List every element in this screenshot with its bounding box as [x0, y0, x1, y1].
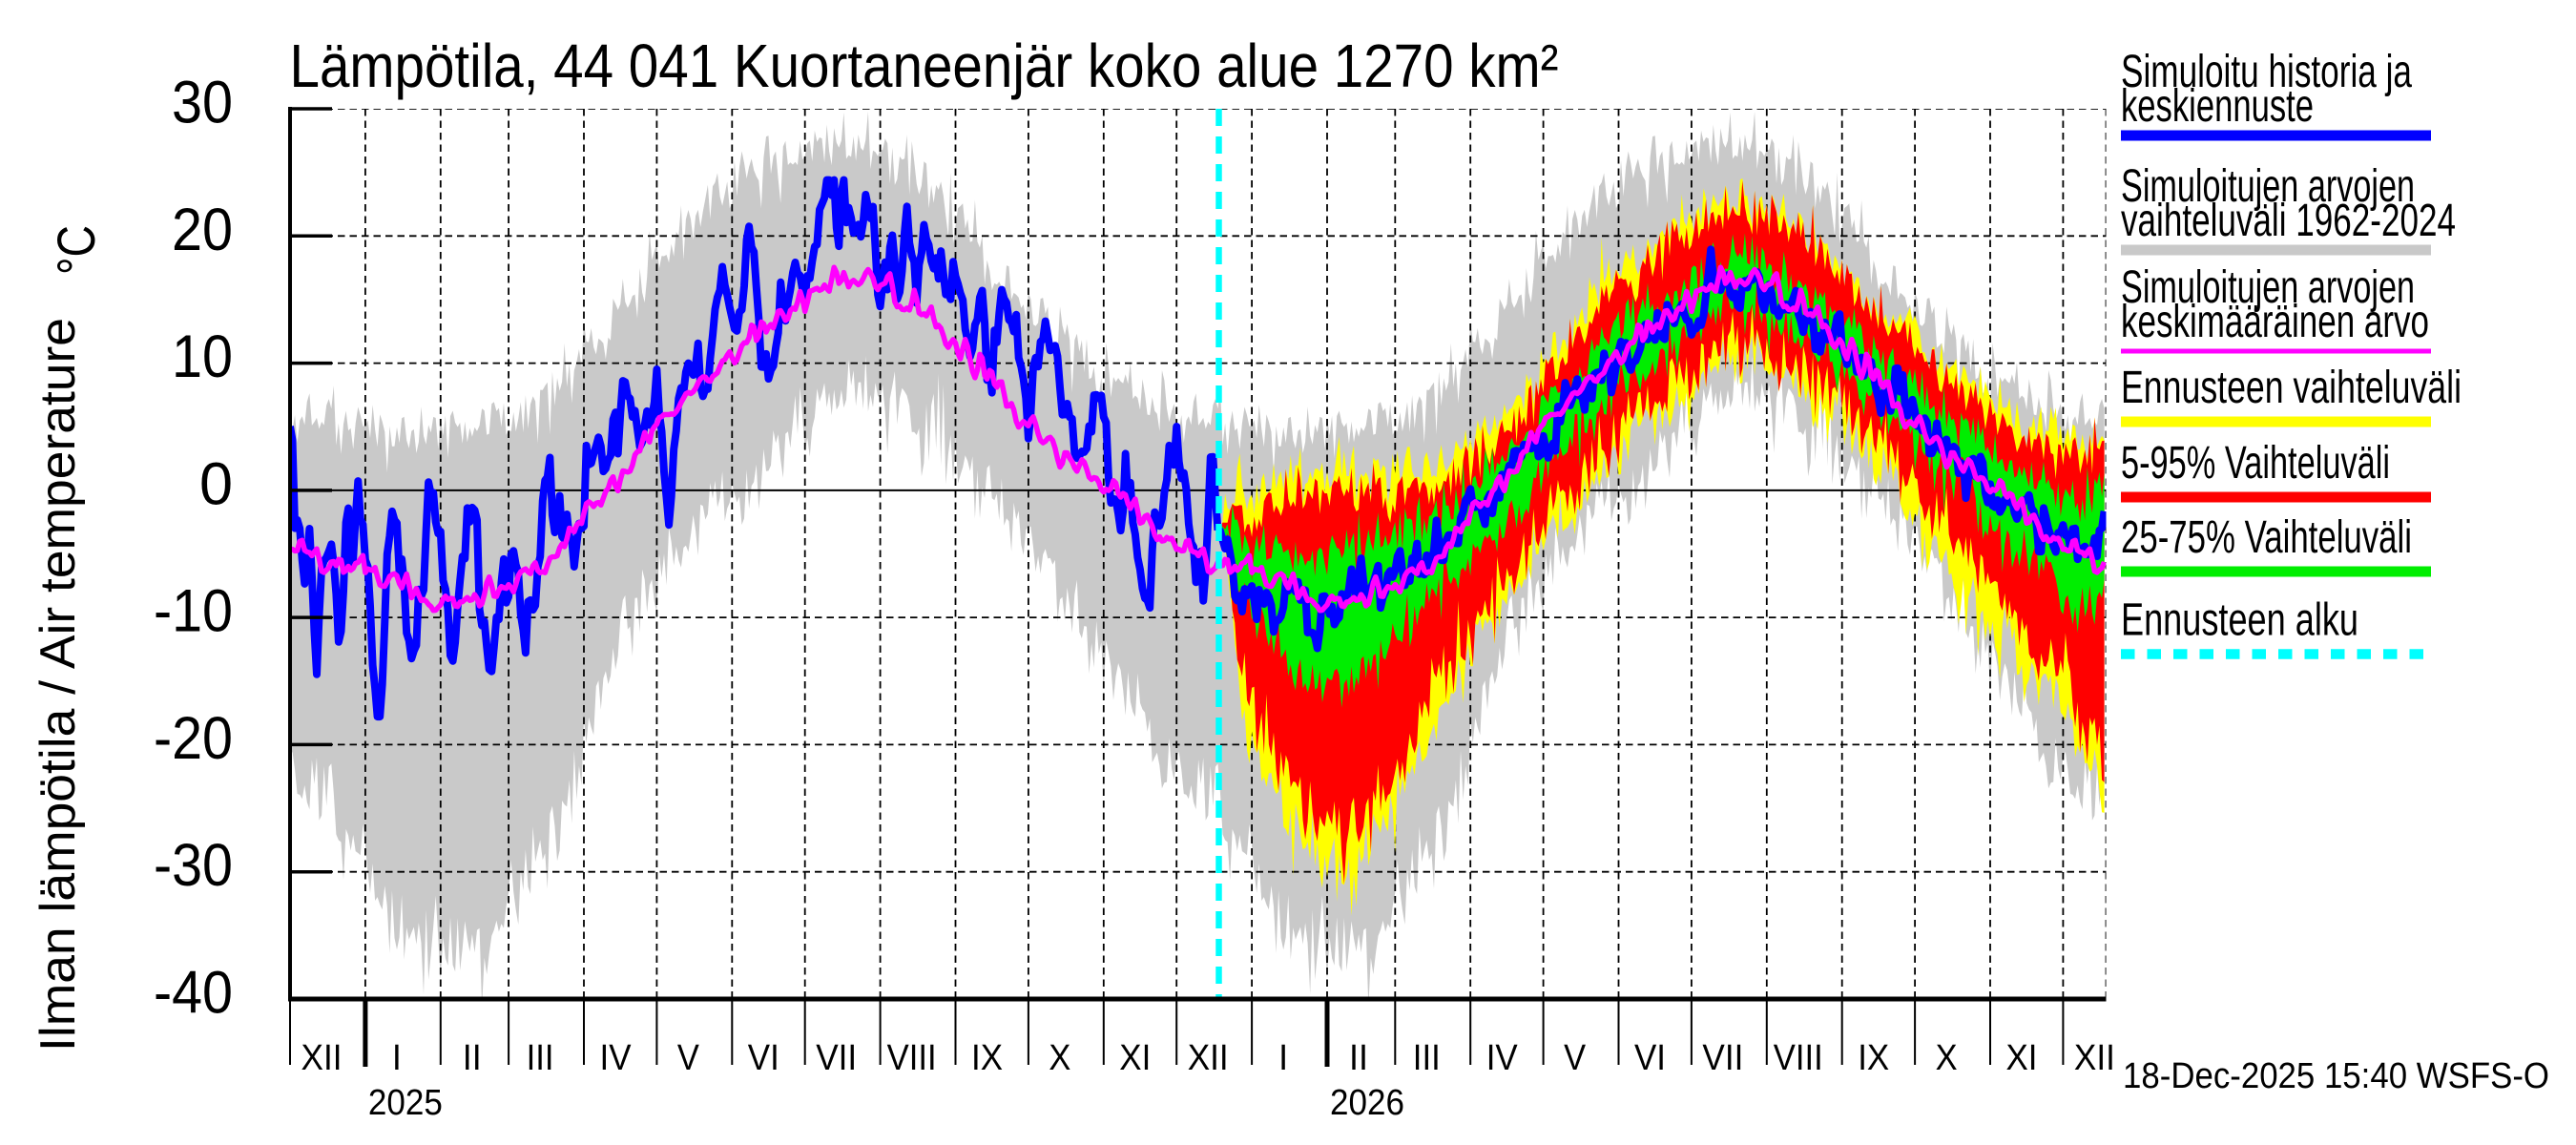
svg-text:-30: -30 [154, 832, 233, 899]
svg-text:Simuloitujen arvojen: Simuloitujen arvojen [2121, 161, 2415, 212]
svg-text:°C: °C [46, 225, 106, 275]
svg-text:2025: 2025 [368, 1083, 443, 1123]
svg-text:-20: -20 [154, 705, 233, 772]
svg-text:VII: VII [1702, 1038, 1743, 1078]
svg-text:XII: XII [301, 1038, 343, 1078]
svg-text:25-75% Vaihteluväli: 25-75% Vaihteluväli [2121, 512, 2412, 563]
svg-text:Ilman lämpötila / Air temperat: Ilman lämpötila / Air temperature [31, 318, 86, 1051]
svg-text:V: V [1564, 1038, 1587, 1078]
svg-text:Simuloitu historia ja: Simuloitu historia ja [2121, 47, 2412, 97]
svg-text:5-95% Vaihteluväli: 5-95% Vaihteluväli [2121, 438, 2390, 489]
svg-text:Ennusteen vaihteluväli: Ennusteen vaihteluväli [2121, 363, 2462, 413]
svg-text:XII: XII [2074, 1038, 2115, 1078]
svg-text:10: 10 [172, 323, 233, 390]
svg-text:keskimääräinen arvo: keskimääräinen arvo [2121, 297, 2429, 347]
svg-text:XII: XII [1188, 1038, 1229, 1078]
svg-text:2026: 2026 [1330, 1083, 1404, 1123]
svg-text:III: III [1413, 1038, 1441, 1078]
svg-text:V: V [677, 1038, 700, 1078]
svg-text:Ennusteen alku: Ennusteen alku [2121, 595, 2358, 646]
svg-text:IX: IX [971, 1038, 1003, 1078]
svg-text:XI: XI [1119, 1038, 1151, 1078]
svg-text:I: I [1278, 1038, 1288, 1078]
svg-text:IX: IX [1858, 1038, 1889, 1078]
svg-text:0: 0 [199, 450, 233, 517]
svg-text:Simuloitujen arvojen: Simuloitujen arvojen [2121, 262, 2415, 313]
svg-text:30: 30 [172, 70, 233, 136]
svg-text:XI: XI [2006, 1038, 2038, 1078]
svg-text:III: III [527, 1038, 554, 1078]
svg-text:Lämpötila, 44 041 Kuortaneenjä: Lämpötila, 44 041 Kuortaneenjär koko alu… [290, 31, 1559, 100]
svg-text:IV: IV [1486, 1038, 1519, 1078]
svg-text:20: 20 [172, 197, 233, 263]
svg-text:VI: VI [748, 1038, 779, 1078]
svg-text:X: X [1049, 1038, 1070, 1078]
svg-text:vaihteluväli 1962-2024: vaihteluväli 1962-2024 [2121, 196, 2456, 246]
svg-text:II: II [1349, 1038, 1368, 1078]
svg-text:X: X [1936, 1038, 1958, 1078]
svg-text:VI: VI [1634, 1038, 1666, 1078]
svg-text:IV: IV [600, 1038, 633, 1078]
svg-text:VII: VII [816, 1038, 857, 1078]
svg-text:keskiennuste: keskiennuste [2121, 81, 2314, 132]
svg-text:-40: -40 [154, 960, 233, 1027]
svg-text:18-Dec-2025 15:40 WSFS-O: 18-Dec-2025 15:40 WSFS-O [2123, 1056, 2549, 1096]
svg-text:-10: -10 [154, 578, 233, 645]
svg-text:I: I [392, 1038, 402, 1078]
svg-text:II: II [463, 1038, 482, 1078]
svg-text:VIII: VIII [1774, 1038, 1823, 1078]
svg-text:VIII: VIII [887, 1038, 937, 1078]
